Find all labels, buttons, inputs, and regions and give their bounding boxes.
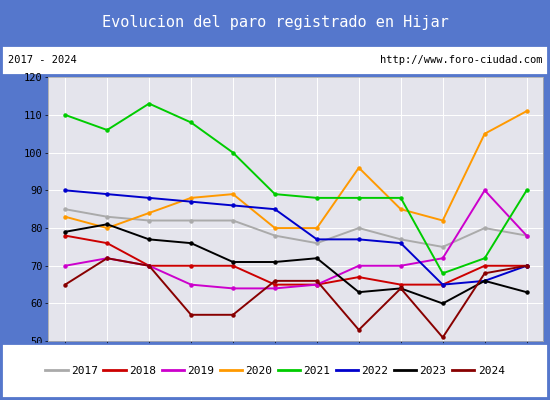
- Legend: 2017, 2018, 2019, 2020, 2021, 2022, 2023, 2024: 2017, 2018, 2019, 2020, 2021, 2022, 2023…: [41, 361, 509, 380]
- Text: http://www.foro-ciudad.com: http://www.foro-ciudad.com: [380, 55, 542, 65]
- Text: Evolucion del paro registrado en Hijar: Evolucion del paro registrado en Hijar: [102, 16, 448, 30]
- Text: 2017 - 2024: 2017 - 2024: [8, 55, 76, 65]
